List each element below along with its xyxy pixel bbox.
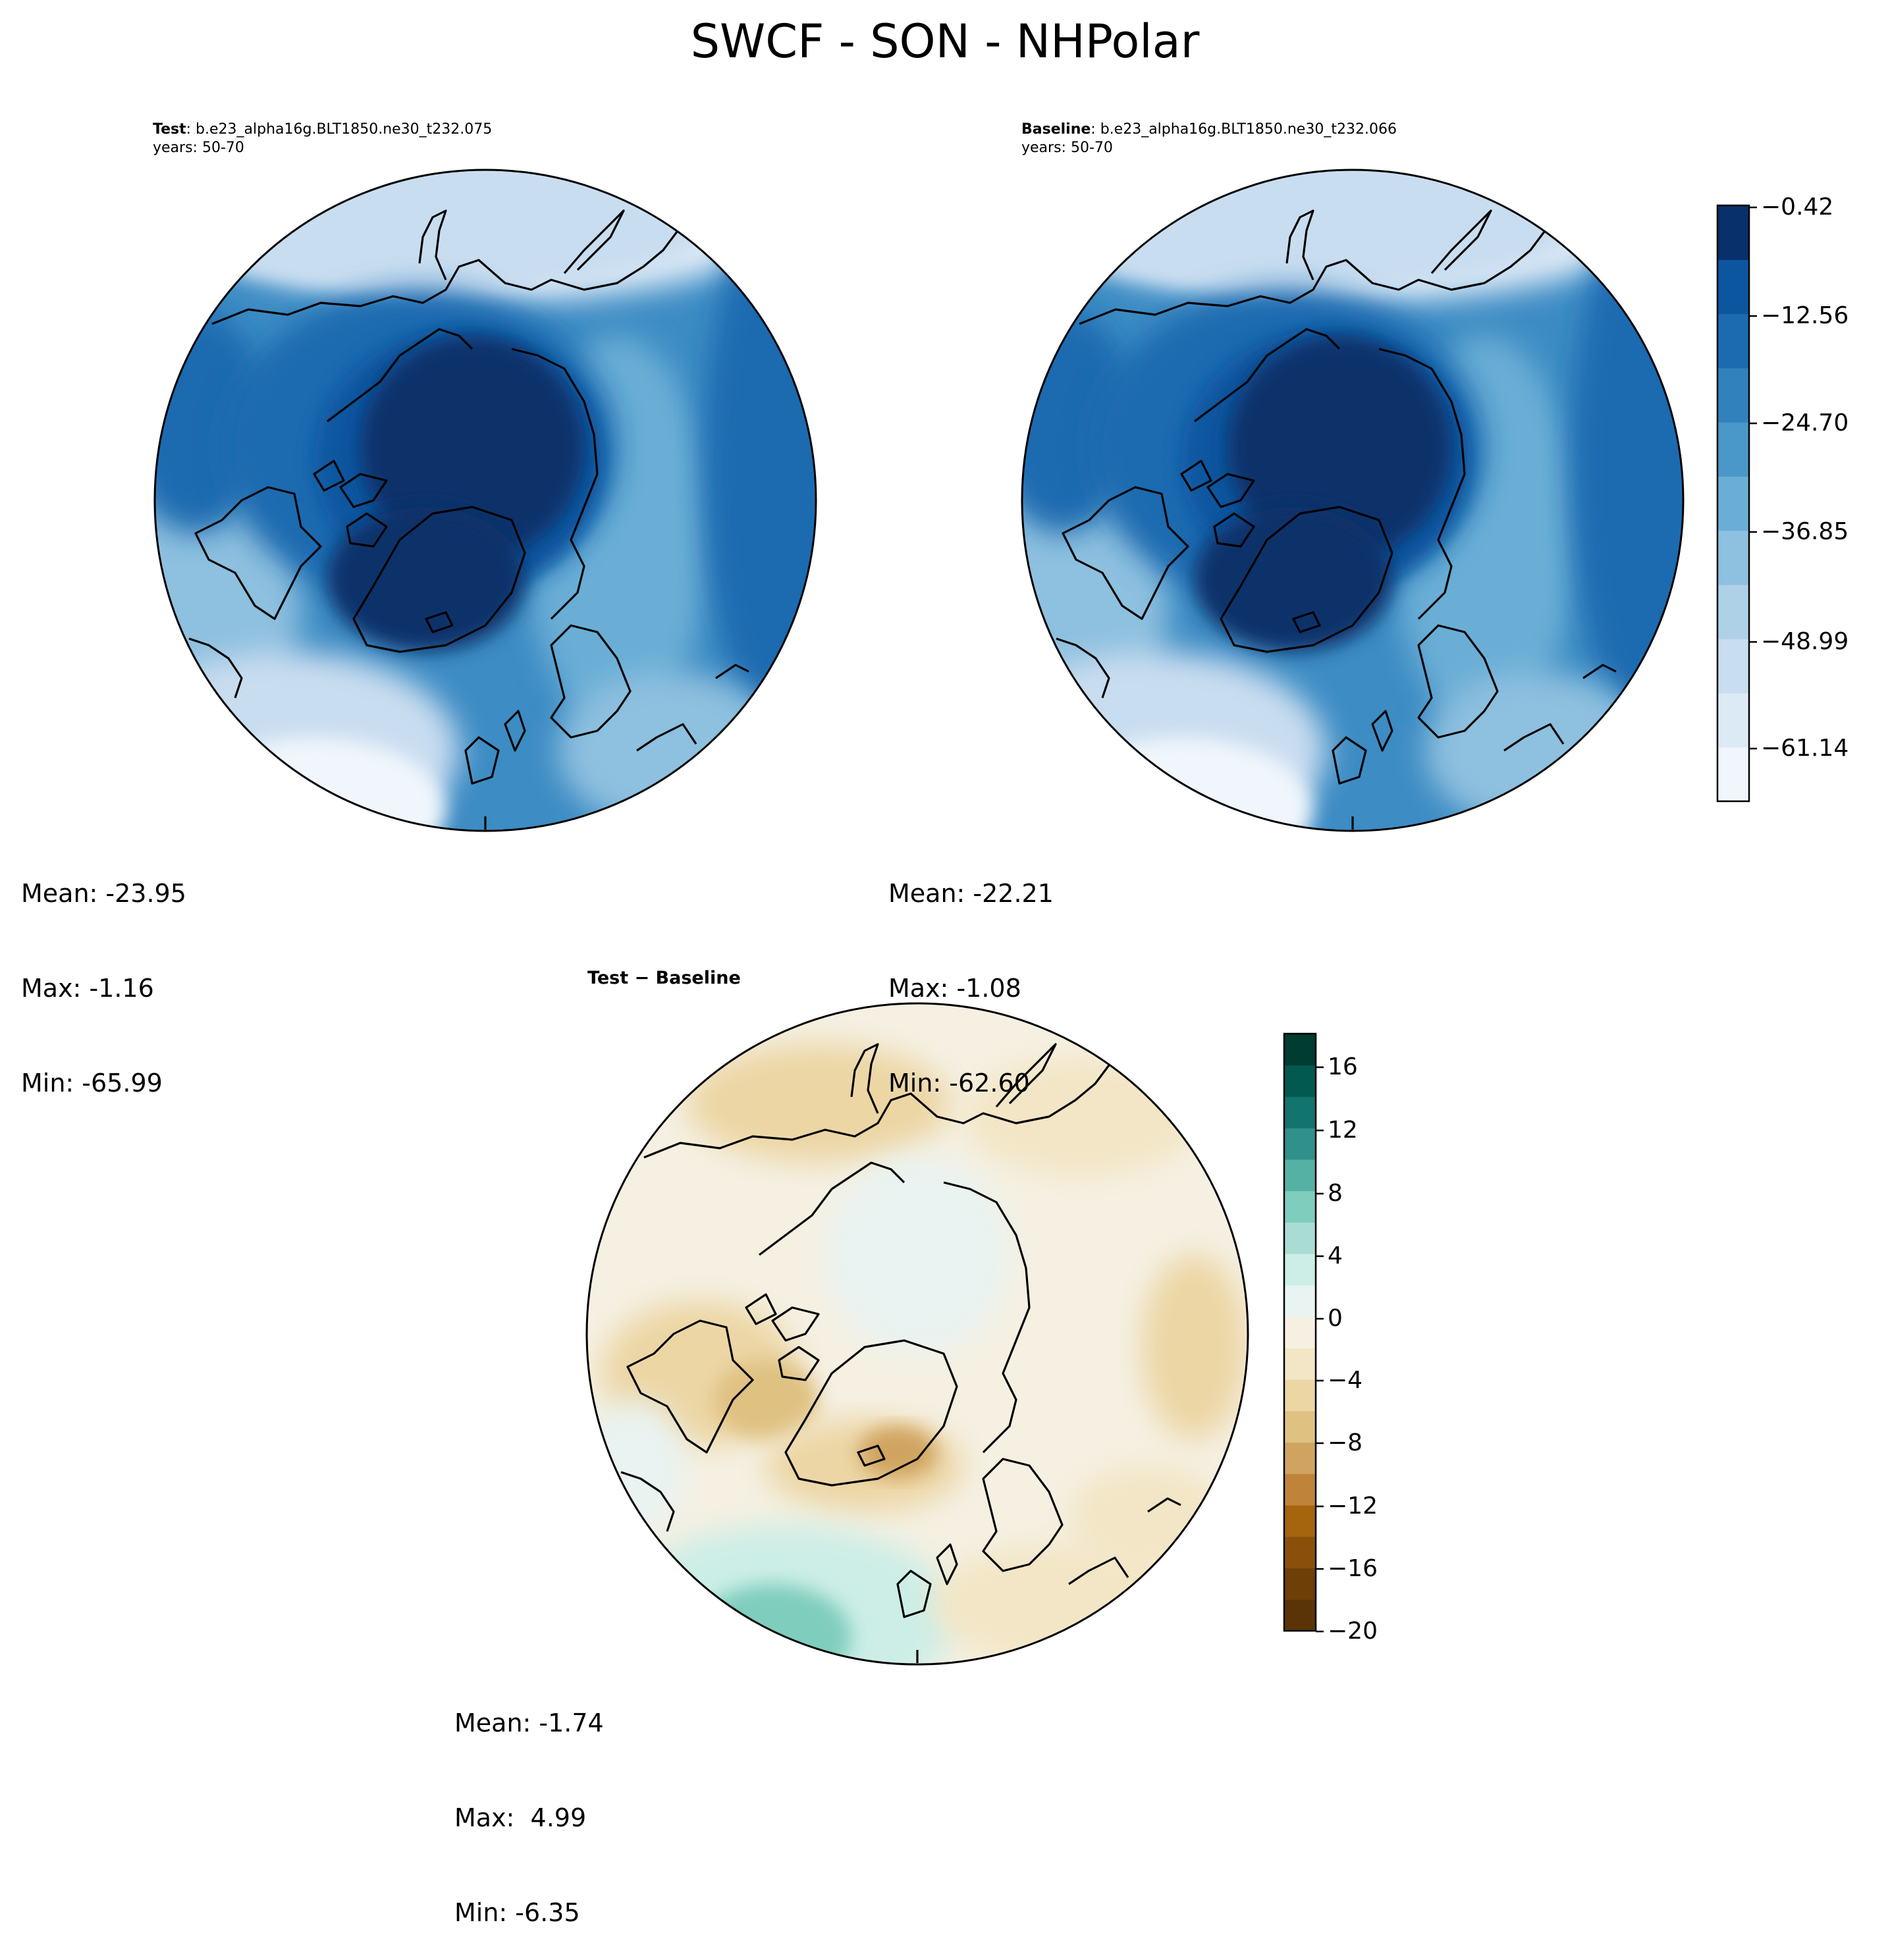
colorbar-segment xyxy=(1717,313,1749,369)
baseline-years: years: 50-70 xyxy=(1021,140,1113,156)
colorbar-segment xyxy=(1284,1505,1316,1537)
diff-mean: Mean: -1.74 xyxy=(454,1708,604,1737)
colorbar-segment xyxy=(1284,1159,1316,1192)
colorbar-segment xyxy=(1284,1568,1316,1600)
colorbar-segment xyxy=(1284,1316,1316,1348)
colorbar-tick-label: −4 xyxy=(1328,1367,1363,1394)
colorbar-tick-label: −48.99 xyxy=(1761,628,1849,655)
colorbar-segment xyxy=(1284,1034,1316,1066)
colorbar-segment xyxy=(1284,1065,1316,1098)
colorbar-segment xyxy=(1284,1128,1316,1160)
colorbar-tick-label: −36.85 xyxy=(1761,518,1849,545)
baseline-panel-label: Baseline: b.e23_alpha16g.BLT1850.ne30_t2… xyxy=(1021,120,1397,157)
colorbar-tick-label: 8 xyxy=(1328,1180,1343,1207)
main-colorbar xyxy=(1716,204,1757,803)
colorbar-segment xyxy=(1284,1599,1316,1631)
diff-colorbar xyxy=(1283,1032,1324,1633)
colorbar-tick-label: −20 xyxy=(1328,1618,1378,1645)
test-years: years: 50-70 xyxy=(153,140,244,156)
colorbar-segment xyxy=(1284,1096,1316,1128)
baseline-label-case: : b.e23_alpha16g.BLT1850.ne30_t232.066 xyxy=(1091,121,1397,138)
colorbar-segment xyxy=(1284,1410,1316,1443)
colorbar-tick-label: 4 xyxy=(1328,1242,1343,1269)
test-label-bold: Test xyxy=(153,121,186,138)
colorbar-segment xyxy=(1284,1536,1316,1569)
test-stats: Mean: -23.95 Max: -1.16 Min: -65.99 xyxy=(21,814,186,1130)
colorbar-segment xyxy=(1717,259,1749,315)
colorbar-frame xyxy=(1283,1032,1317,1632)
colorbar-tick-label: 12 xyxy=(1328,1117,1358,1144)
colorbar-tick-label: 0 xyxy=(1328,1305,1343,1332)
colorbar-segment xyxy=(1717,205,1749,260)
colorbar-tick-label: −12.56 xyxy=(1761,302,1849,329)
colorbar-tick-label: −0.42 xyxy=(1761,194,1834,221)
colorbar-frame xyxy=(1716,204,1750,803)
colorbar-segment xyxy=(1717,530,1749,585)
colorbar-segment xyxy=(1717,422,1749,477)
test-min: Min: -65.99 xyxy=(21,1069,163,1098)
baseline-max: Max: -1.08 xyxy=(888,974,1021,1003)
colorbar-segment xyxy=(1717,367,1749,423)
colorbar-segment xyxy=(1284,1254,1316,1286)
colorbar-segment xyxy=(1284,1473,1316,1506)
diff-map xyxy=(585,1002,1249,1666)
colorbar-tick-label: −61.14 xyxy=(1761,735,1849,762)
test-mean: Mean: -23.95 xyxy=(21,879,186,908)
test-max: Max: -1.16 xyxy=(21,974,154,1003)
colorbar-segment xyxy=(1717,584,1749,639)
test-map xyxy=(153,169,817,832)
baseline-mean: Mean: -22.21 xyxy=(888,879,1054,908)
colorbar-segment xyxy=(1717,639,1749,694)
test-label-case: : b.e23_alpha16g.BLT1850.ne30_t232.075 xyxy=(186,121,493,138)
diff-min: Min: -6.35 xyxy=(454,1898,580,1927)
colorbar-segment xyxy=(1717,476,1749,531)
baseline-label-bold: Baseline xyxy=(1021,121,1091,138)
figure-title: SWCF - SON - NHPolar xyxy=(690,14,1200,68)
diff-stats: Mean: -1.74 Max: 4.99 Min: -6.35 xyxy=(454,1644,604,1960)
colorbar-tick-label: 16 xyxy=(1328,1053,1358,1080)
baseline-stats: Mean: -22.21 Max: -1.08 Min: -62.60 xyxy=(888,814,1054,1130)
colorbar-segment xyxy=(1284,1190,1316,1223)
diff-panel-label: Test − Baseline xyxy=(587,968,741,988)
colorbar-tick-label: −12 xyxy=(1328,1493,1378,1520)
figure-canvas xyxy=(153,169,1757,1666)
colorbar-segment xyxy=(1717,693,1749,748)
colorbar-segment xyxy=(1284,1379,1316,1412)
colorbar-segment xyxy=(1284,1348,1316,1380)
colorbar-tick-label: −8 xyxy=(1328,1429,1363,1456)
test-panel-label: Test: b.e23_alpha16g.BLT1850.ne30_t232.0… xyxy=(153,120,492,157)
colorbar-segment xyxy=(1284,1442,1316,1474)
colorbar-tick-label: −16 xyxy=(1328,1555,1378,1582)
colorbar-segment xyxy=(1284,1285,1316,1317)
colorbar-segment xyxy=(1284,1222,1316,1254)
diff-max: Max: 4.99 xyxy=(454,1803,587,1832)
baseline-map xyxy=(1021,169,1685,832)
colorbar-segment xyxy=(1717,747,1749,802)
colorbar-tick-label: −24.70 xyxy=(1761,410,1849,437)
baseline-min: Min: -62.60 xyxy=(888,1069,1030,1098)
